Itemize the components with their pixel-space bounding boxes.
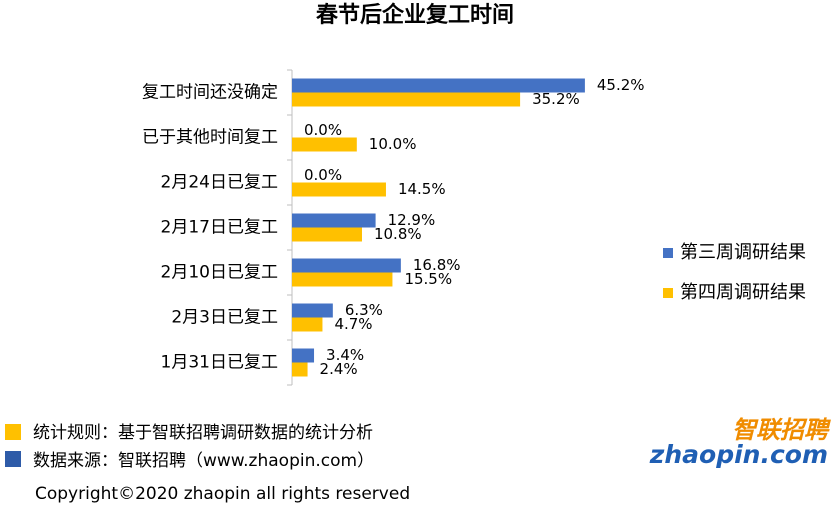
bar	[292, 348, 315, 363]
y-tick-label: 复工时间还没确定	[142, 83, 278, 103]
y-tick-label: 2月17日已复工	[161, 218, 278, 238]
copyright: Copyright©2020 zhaopin all rights reserv…	[35, 484, 410, 504]
value-label: 0.0%	[304, 121, 342, 139]
y-tick-label: 2月3日已复工	[171, 308, 278, 328]
bar	[292, 137, 357, 152]
bar	[292, 213, 376, 228]
y-tick-label: 1月31日已复工	[161, 353, 278, 373]
chart-title: 春节后企业复工时间	[316, 2, 514, 28]
y-tick-label: 2月24日已复工	[161, 173, 278, 193]
value-label: 16.8%	[413, 256, 461, 274]
footer-icon	[5, 424, 21, 440]
value-label: 4.7%	[334, 315, 372, 333]
bar	[292, 272, 393, 287]
y-tick-label: 2月10日已复工	[161, 263, 278, 283]
bar	[292, 182, 386, 197]
footer-icon	[5, 451, 21, 467]
value-label: 35.2%	[532, 90, 580, 108]
bar	[292, 258, 401, 273]
logo-cn: 智联招聘	[732, 416, 831, 444]
value-label: 12.9%	[388, 211, 436, 229]
value-label: 45.2%	[597, 76, 645, 94]
legend-label: 第三周调研结果	[680, 242, 806, 263]
value-label: 3.4%	[326, 346, 364, 364]
logo-en: zhaopin.com	[649, 440, 828, 469]
y-tick-label: 已于其他时间复工	[142, 128, 278, 148]
value-label: 10.8%	[374, 225, 422, 243]
value-label: 0.0%	[304, 166, 342, 184]
bar	[292, 227, 362, 242]
value-label: 10.0%	[369, 135, 417, 153]
bar	[292, 92, 521, 107]
bar	[292, 317, 323, 332]
bar	[292, 362, 308, 377]
value-label: 14.5%	[398, 180, 446, 198]
legend-swatch	[663, 248, 673, 258]
value-label: 2.4%	[320, 360, 358, 378]
bar	[292, 303, 333, 318]
legend-swatch	[663, 288, 673, 298]
value-label: 6.3%	[345, 301, 383, 319]
bar	[292, 78, 585, 93]
footer-source: 数据来源：智联招聘（www.zhaopin.com）	[33, 451, 374, 471]
footer-rule: 统计规则：基于智联招聘调研数据的统计分析	[33, 423, 373, 443]
legend-label: 第四周调研结果	[680, 282, 806, 303]
value-label: 15.5%	[404, 270, 452, 288]
